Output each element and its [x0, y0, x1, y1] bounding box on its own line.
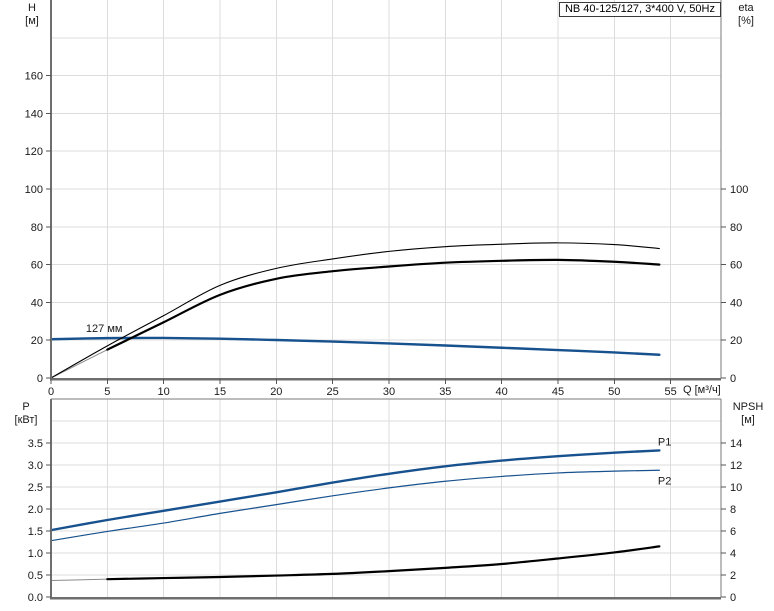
- left-tick-label: 60: [31, 260, 43, 272]
- eta-axis-unit: [%]: [738, 15, 754, 27]
- npsh-axis-symbol: NPSH: [732, 401, 764, 413]
- right-tick-label: 80: [730, 222, 742, 234]
- right-tick-labels: 0 2 4 6 8 10 12 14: [721, 438, 742, 604]
- left-tick-label: 160: [25, 71, 43, 83]
- left-tick-label: 100: [25, 184, 43, 196]
- x-tick-labels: 0 5 10 15 20 25 30 35 40 45 50 55: [48, 379, 677, 398]
- curve-P2: P2: [50, 469, 671, 542]
- gridlines: [51, 399, 721, 597]
- pump-model-title: NB 40-125/127, 3*400 V, 50Hz: [558, 2, 721, 17]
- left-tick-labels: 0 20 40 60 80 100 120 140 160: [25, 71, 51, 385]
- curve-P1-path: [49, 449, 661, 532]
- head-efficiency-chart: 127 мм0204060801001201401600204060801000…: [25, 0, 748, 398]
- x-tick-label: 0: [48, 386, 54, 398]
- npsh-axis-label: NPSH [м]: [723, 401, 773, 427]
- left-tick-label: 1.5: [28, 526, 43, 538]
- curve-P1: P1: [49, 436, 671, 532]
- right-tick-label: 60: [730, 260, 742, 272]
- right-tick-label: 6: [730, 526, 736, 538]
- axes: [50, 398, 722, 600]
- right-tick-label: 0: [730, 373, 736, 385]
- x-tick-label: 15: [214, 386, 226, 398]
- curve-head-curve-127mm-path: [49, 336, 661, 356]
- left-tick-label: 0.5: [28, 570, 43, 582]
- x-tick-label: 40: [496, 386, 508, 398]
- left-tick-labels: 0.0 0.5 1.0 1.5 2.0 2.5 3.0 3.5: [28, 438, 51, 604]
- impeller-size-label: 127 мм: [86, 323, 123, 335]
- gridlines: [51, 0, 721, 378]
- power-axis-symbol: P: [22, 401, 30, 413]
- curve-head-curve-127mm: [49, 336, 661, 356]
- curve-P2-path: [50, 469, 660, 542]
- curve-efficiency-pump: [50, 258, 661, 379]
- left-tick-label: 2.5: [28, 482, 43, 494]
- left-tick-label: 0.0: [28, 592, 43, 604]
- head-axis-unit: [м]: [25, 15, 39, 27]
- left-tick-label: 1.0: [28, 548, 43, 560]
- left-tick-label: 120: [25, 146, 43, 158]
- npsh-axis-unit: [м]: [741, 414, 755, 426]
- right-tick-label: 2: [730, 570, 736, 582]
- power-axis-unit: [кВт]: [14, 414, 38, 426]
- curve-efficiency-total: [50, 242, 660, 379]
- left-tick-label: 0: [37, 373, 43, 385]
- left-tick-label: 140: [25, 108, 43, 120]
- power-axis-label: P [кВт]: [6, 401, 46, 427]
- head-axis-symbol: H: [28, 2, 36, 14]
- left-tick-label: 3.0: [28, 460, 43, 472]
- x-tick-label: 35: [439, 386, 451, 398]
- right-tick-label: 40: [730, 297, 742, 309]
- curve-label-P2: P2: [658, 475, 671, 487]
- right-tick-label: 10: [730, 482, 742, 494]
- right-tick-label: 20: [730, 335, 742, 347]
- power-npsh-chart: P1 P2 0.0 0.5 1.0 1.5 2.0 2.5 3.0 3.5 0 2 4 6 8 10 12 14: [28, 398, 742, 604]
- left-tick-label: 20: [31, 335, 43, 347]
- curve-efficiency-pump-path: [106, 258, 661, 351]
- x-tick-label: 50: [608, 386, 620, 398]
- right-tick-label: 4: [730, 548, 736, 560]
- x-tick-label: 55: [665, 386, 677, 398]
- right-tick-label: 14: [730, 438, 742, 450]
- right-tick-label: 12: [730, 460, 742, 472]
- x-tick-label: 10: [158, 386, 170, 398]
- right-tick-label: 100: [730, 184, 748, 196]
- left-tick-label: 3.5: [28, 438, 43, 450]
- flow-axis-label: Q [м³/ч]: [683, 384, 721, 396]
- eta-axis-label: eta [%]: [726, 2, 766, 28]
- x-tick-label: 20: [270, 386, 282, 398]
- curve-efficiency-total-path: [50, 242, 660, 379]
- curve-label-P1: P1: [658, 436, 671, 448]
- x-tick-label: 30: [383, 386, 395, 398]
- curve-NPSH-start: [50, 578, 108, 581]
- eta-axis-symbol: eta: [738, 2, 754, 14]
- left-tick-label: 2.0: [28, 504, 43, 516]
- x-tick-label: 45: [552, 386, 564, 398]
- left-tick-label: 80: [31, 222, 43, 234]
- left-tick-label: 40: [31, 297, 43, 309]
- head-axis-label: H [м]: [14, 2, 50, 28]
- right-tick-labels: 0 20 40 60 80 100: [721, 184, 748, 385]
- x-tick-label: 25: [327, 386, 339, 398]
- curve-NPSH-path: [106, 545, 661, 581]
- x-tick-label: 5: [104, 386, 110, 398]
- curve-NPSH: [50, 545, 661, 581]
- right-tick-label: 8: [730, 504, 736, 516]
- right-tick-label: 0: [730, 592, 736, 604]
